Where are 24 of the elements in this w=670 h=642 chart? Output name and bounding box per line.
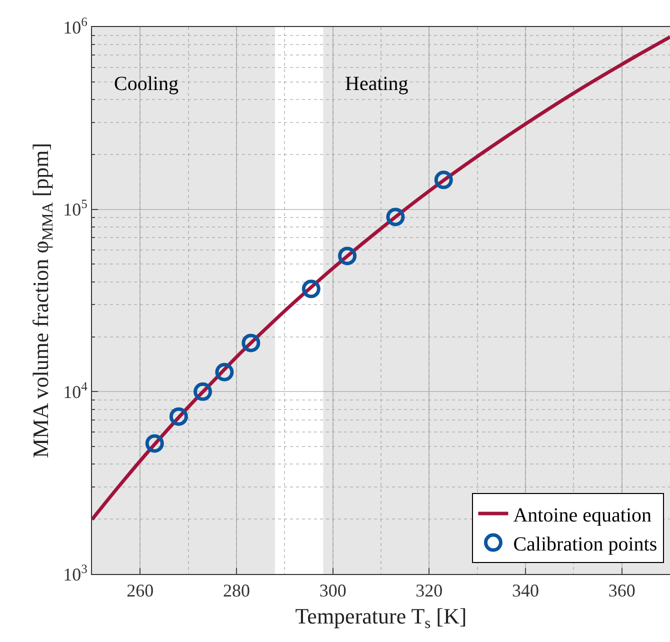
point — [386, 208, 405, 226]
band-label: Heating — [345, 73, 408, 95]
point — [242, 334, 260, 352]
point — [434, 170, 453, 190]
band-label: Cooling — [114, 73, 178, 95]
legend-label: Antoine equation — [513, 504, 652, 526]
y-tick-label: 10$^{6}$ — [63, 14, 88, 38]
y-tick-label: 10$^{3}$ — [63, 562, 88, 584]
legend-label: Calibration points — [513, 533, 658, 556]
x-tick-label: 300 — [319, 580, 346, 601]
point — [338, 246, 357, 266]
x-tick-label: 360 — [608, 580, 636, 601]
point — [145, 434, 164, 453]
x-axis-title: Temperature T$_{s}$ [K] — [295, 604, 467, 632]
y-tick-label: 10$^{4}$ — [63, 379, 88, 402]
x-tick-label: 260 — [126, 580, 154, 601]
x-tick-label: 340 — [512, 580, 539, 601]
x-tick-label: 280 — [223, 580, 250, 601]
point — [302, 280, 320, 298]
x-tick-label: 320 — [416, 580, 443, 601]
point — [215, 362, 234, 382]
point — [194, 382, 212, 401]
y-tick-label: 10$^{5}$ — [63, 197, 88, 220]
point — [169, 407, 188, 426]
